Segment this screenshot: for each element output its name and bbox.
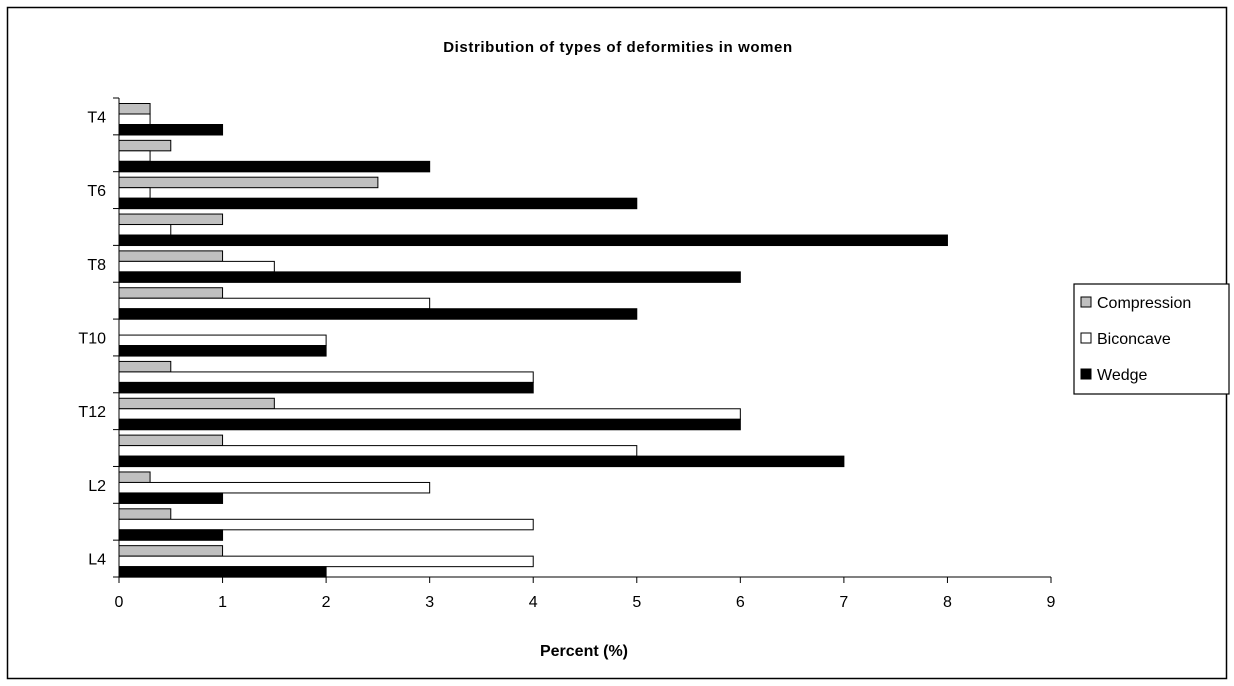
bar-compression-l2 [118,471,151,483]
bar-biconcave-t5 [118,150,151,162]
bar-wedge-t10 [118,345,327,357]
bar-wedge-t6 [118,197,638,210]
bar-biconcave-l2 [118,481,431,494]
x-tick-label: 2 [322,594,331,611]
chart-title: Distribution of types of deformities in … [443,39,793,56]
x-tick-label: 0 [115,594,124,611]
legend-label-biconcave: Biconcave [1097,331,1171,348]
bar-wedge-t4 [118,124,224,136]
bar-wedge-l3 [118,529,224,541]
y-tick-label: T8 [87,257,106,274]
bar-biconcave-t4 [118,113,151,125]
x-tick-label: 7 [839,594,848,611]
x-tick-label: 9 [1047,594,1056,611]
y-tick-label: L4 [88,552,106,569]
bar-biconcave-l1 [118,445,638,457]
bar-biconcave-t10 [118,334,327,347]
bar-biconcave-l3 [118,518,534,531]
bar-compression-t11 [118,360,172,373]
bar-wedge-l1 [118,455,845,468]
bar-biconcave-t12 [118,408,741,420]
legend-swatch-compression [1080,296,1092,308]
legend-swatch-biconcave [1080,332,1092,344]
y-tick-label: L2 [88,478,106,495]
bar-biconcave-t7 [118,224,172,236]
bar-wedge-t7 [118,234,948,247]
legend-box [1073,283,1230,395]
bar-compression-t5 [118,139,172,152]
x-tick-label: 8 [943,594,952,611]
bar-compression-t4 [118,103,151,115]
y-tick-label: T10 [78,331,106,348]
bar-wedge-l2 [118,492,224,504]
bar-compression-t12 [118,397,275,410]
bar-compression-l4 [118,545,224,557]
bar-wedge-l4 [118,566,327,578]
bar-biconcave-t11 [118,371,534,383]
bar-biconcave-t8 [118,260,275,273]
bar-biconcave-t6 [118,187,151,199]
bar-biconcave-l4 [118,555,534,568]
bar-compression-t6 [118,176,379,189]
bar-compression-l1 [118,434,224,447]
legend-swatch-wedge [1080,368,1092,380]
bar-compression-t7 [118,213,224,226]
x-axis-label: Percent (%) [540,643,628,660]
x-tick-label: 6 [736,594,745,611]
x-tick-label: 4 [529,594,538,611]
y-tick-label: T4 [87,109,106,126]
legend-label-wedge: Wedge [1097,367,1148,384]
legend: Compression Biconcave Wedge [1073,283,1230,395]
x-tick-label: 3 [425,594,434,611]
y-tick-label: T6 [87,183,106,200]
bar-wedge-t12 [118,418,741,431]
bar-wedge-t9 [118,308,638,320]
plot-area: 0 1 2 3 4 5 6 7 8 9 T4 T6 T8 T10 T12 L2 L4 [78,97,1056,611]
y-tick-label: T12 [78,404,106,421]
x-tick-label: 5 [632,594,641,611]
bar-compression-l3 [118,508,172,520]
bar-wedge-t8 [118,271,741,283]
x-tick-label: 1 [218,594,227,611]
bar-biconcave-t9 [118,297,431,310]
bar-compression-t8 [118,250,224,262]
legend-label-compression: Compression [1097,295,1191,312]
bar-compression-t9 [118,287,224,299]
bar-wedge-t5 [118,160,431,173]
bar-wedge-t11 [118,381,534,394]
